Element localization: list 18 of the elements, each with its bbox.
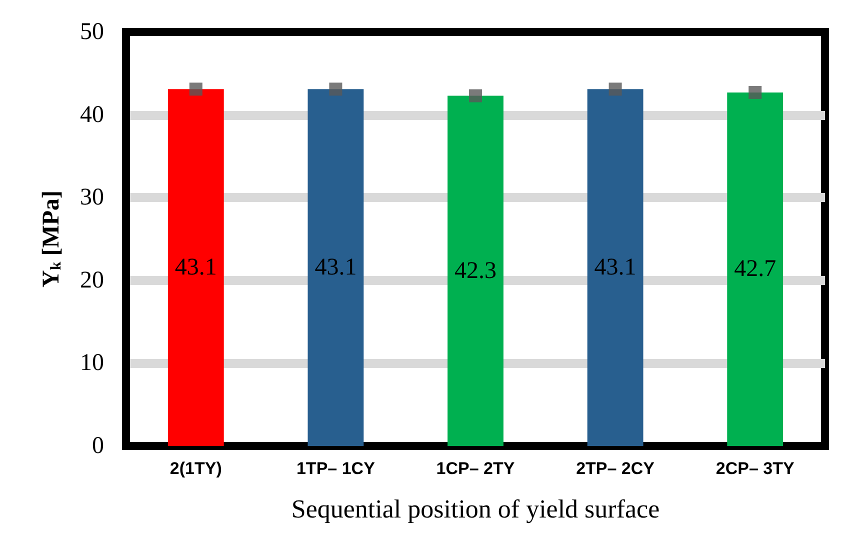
y-tick-label: 10 [80, 350, 104, 376]
data-label: 42.3 [454, 258, 496, 284]
y-tick-label: 0 [92, 433, 104, 459]
x-tick-label: 2(1TY) [170, 459, 222, 478]
data-label: 43.1 [174, 254, 217, 281]
y-axis-title: Yk [MPa] [38, 190, 64, 288]
x-tick-label: 2CP– 3TY [716, 459, 795, 478]
x-tick-label: 2TP– 2CY [576, 459, 656, 478]
data-label: 42.7 [734, 256, 776, 282]
y-tick-label: 20 [80, 267, 104, 294]
x-axis-title: Sequential position of yield surface [291, 494, 660, 524]
x-tick-label: 1CP– 2TY [436, 459, 516, 478]
x-tick-label: 1TP– 1CY [296, 459, 376, 478]
y-tick-label: 40 [80, 102, 104, 128]
y-tick-label: 50 [80, 19, 104, 45]
data-label: 43.1 [314, 254, 357, 281]
data-label: 43.1 [594, 254, 636, 281]
y-tick-label: 30 [80, 184, 104, 211]
